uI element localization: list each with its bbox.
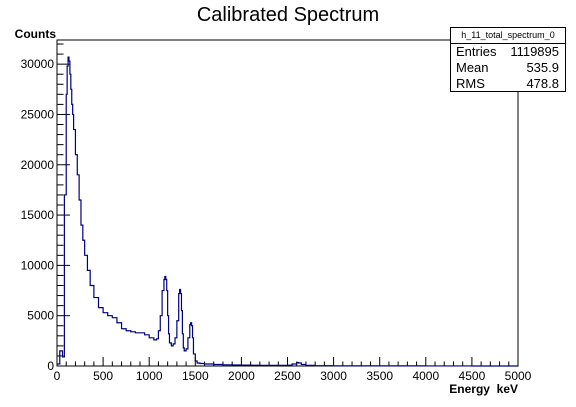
y-tick-label: 20000 (21, 158, 55, 172)
y-axis-label: Counts (15, 27, 57, 41)
spectrum-line (57, 57, 518, 366)
x-tick-label: 500 (93, 369, 113, 383)
x-tick-label: 5000 (505, 369, 532, 383)
x-axis-label: Energy keV (449, 382, 518, 396)
x-tick-label: 2500 (274, 369, 301, 383)
stats-row-entries: Entries 1119895 (451, 44, 565, 60)
x-tick-label: 0 (54, 369, 61, 383)
stats-value: 535.9 (526, 60, 559, 76)
x-tick-label: 2000 (228, 369, 255, 383)
stats-label: RMS (456, 76, 485, 92)
x-tick-label: 1500 (182, 369, 209, 383)
x-tick-label: 1000 (136, 369, 163, 383)
stats-row-rms: RMS 478.8 (451, 76, 565, 92)
x-tick-label: 3500 (366, 369, 393, 383)
y-tick-label: 5000 (27, 309, 54, 323)
y-tick-label: 10000 (21, 258, 55, 272)
stats-label: Entries (456, 44, 496, 60)
y-tick-label: 30000 (21, 57, 55, 71)
y-tick-label: 25000 (21, 107, 55, 121)
stats-histogram-name: h_11_total_spectrum_0 (451, 28, 565, 44)
y-tick-label: 0 (47, 359, 54, 373)
stats-value: 478.8 (526, 76, 559, 92)
y-tick-label: 15000 (21, 208, 55, 222)
y-axis: 0 5000 10000 15000 20000 25000 30000 (21, 44, 70, 373)
plot-frame (57, 40, 518, 366)
stats-box: h_11_total_spectrum_0 Entries 1119895 Me… (450, 27, 566, 92)
x-axis: 0 500 1000 1500 2000 2500 3000 3500 4000 4500 5000 (54, 357, 532, 383)
stats-label: Mean (456, 60, 489, 76)
x-tick-label: 4500 (459, 369, 486, 383)
stats-value: 1119895 (510, 44, 559, 60)
x-tick-label: 4000 (412, 369, 439, 383)
stats-row-mean: Mean 535.9 (451, 60, 565, 76)
x-tick-label: 3000 (320, 369, 347, 383)
chart-title: Calibrated Spectrum (197, 4, 379, 26)
